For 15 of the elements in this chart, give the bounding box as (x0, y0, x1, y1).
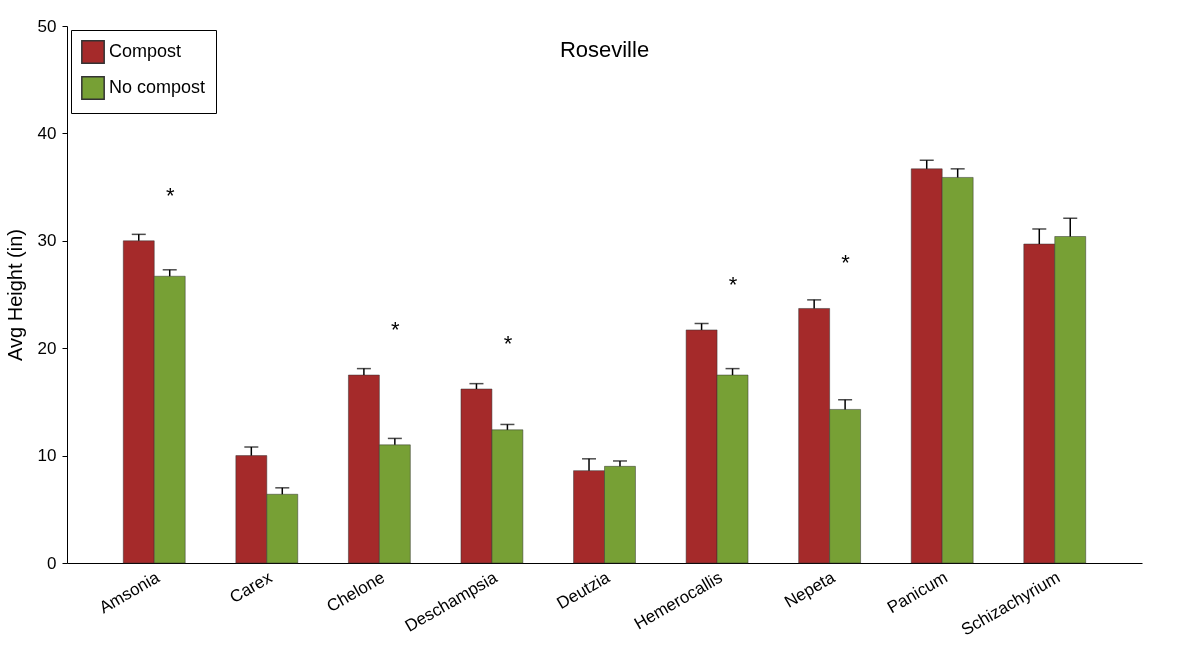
y-tick-label: 30 (37, 231, 57, 251)
annotation: * (503, 331, 513, 357)
annotation: * (841, 250, 851, 276)
y-tick-label: 40 (37, 123, 57, 143)
y-tick-label: 20 (37, 338, 57, 358)
y-tick-label: 0 (47, 553, 57, 573)
text: Roseville (559, 37, 650, 62)
legend-label: No compost (109, 77, 206, 97)
y-tick-label: 50 (37, 16, 57, 36)
annotation: * (165, 182, 175, 208)
y-axis-title: Avg Height (in) (3, 229, 26, 361)
y-tick-label: 10 (37, 446, 57, 466)
legend-label: Compost (109, 41, 182, 61)
annotation: * (728, 271, 738, 297)
annotation: * (391, 317, 401, 343)
